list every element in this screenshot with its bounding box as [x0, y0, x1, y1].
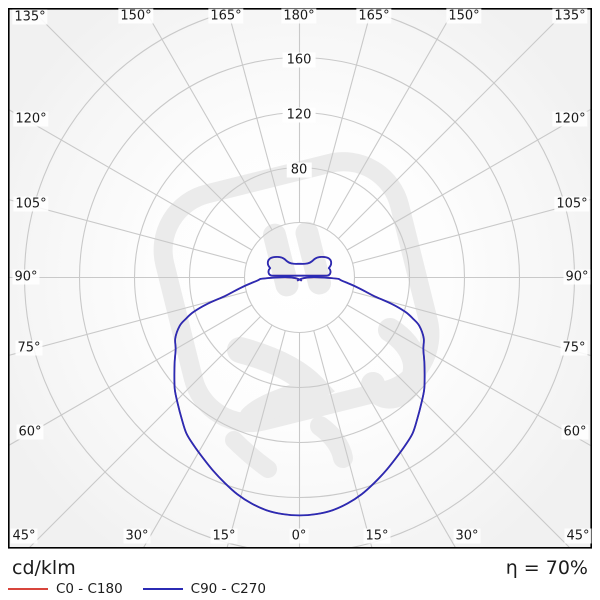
watermark-rounded-square [153, 152, 440, 433]
efficiency-value: η = 70% [505, 557, 588, 579]
legend-line-c90-c270 [142, 588, 183, 590]
watermark-hook [361, 318, 428, 409]
legend: C0 - C180 C90 - C270 [8, 581, 286, 597]
legend-label-c0-c180: C0 - C180 [56, 581, 123, 597]
intensity-curves [173, 255, 426, 517]
curve-C90-C270 [173, 255, 426, 517]
units-label: cd/klm [12, 557, 76, 579]
legend-label-c90-c270: C90 - C270 [190, 581, 266, 597]
watermark-tail [310, 416, 353, 468]
watermark-swoosh [227, 337, 335, 431]
legend-line-c0-c180 [8, 588, 48, 590]
